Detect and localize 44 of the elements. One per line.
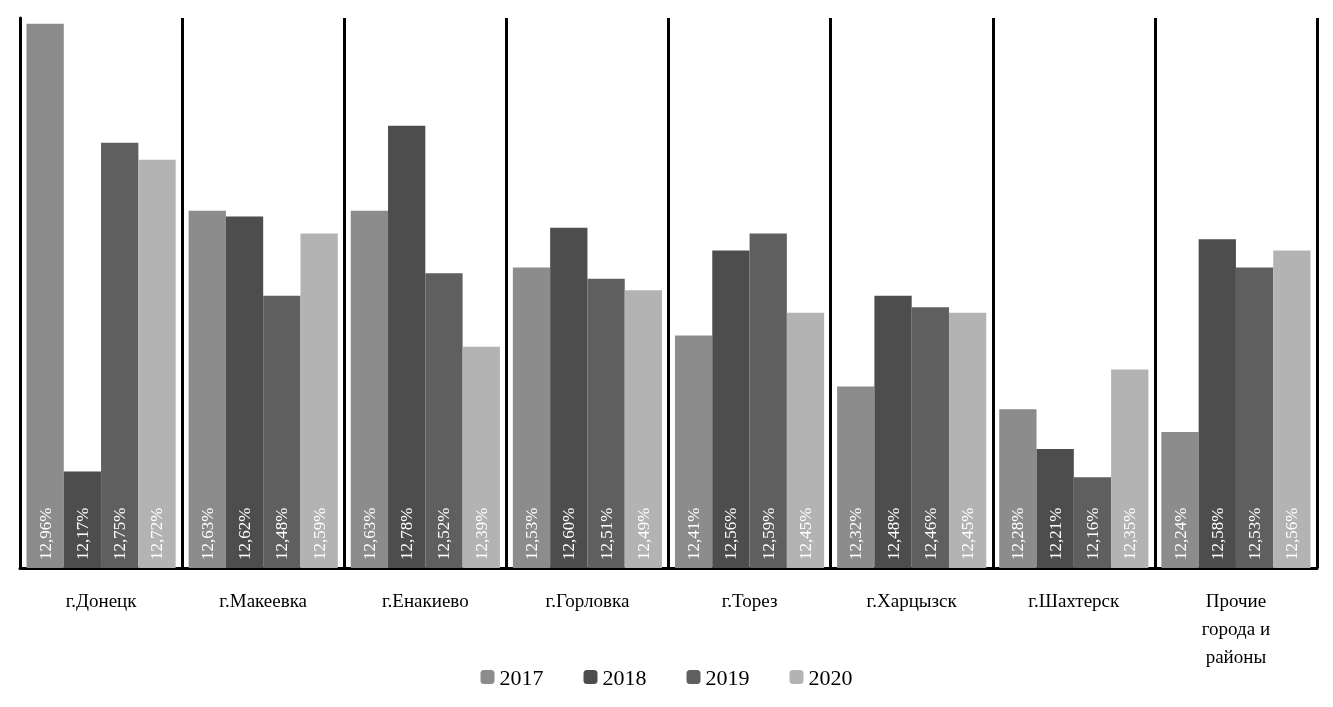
data-label: 12,46% [920, 507, 940, 560]
x-tick-label: г.Шахтерск [1028, 589, 1121, 611]
data-label: 12,21% [1045, 507, 1065, 560]
x-tick-label: г.Донецк [65, 589, 138, 611]
data-label: 12,45% [958, 507, 978, 560]
data-label: 12,56% [721, 507, 741, 560]
legend-label: 2018 [602, 664, 647, 690]
data-label: 12,59% [309, 507, 329, 560]
data-label: 12,24% [1170, 507, 1190, 560]
x-tick-label: г.Енакиево [381, 589, 469, 611]
data-label: 12,63% [359, 507, 379, 560]
data-label: 12,53% [522, 507, 541, 560]
data-label: 12,16% [1082, 507, 1102, 560]
x-tick-label: г.Торез [721, 589, 778, 611]
data-label: 12,41% [684, 507, 704, 560]
data-label: 12,75% [110, 507, 130, 560]
data-label: 12,45% [796, 507, 815, 560]
data-label: 12,56% [1282, 507, 1302, 560]
data-label: 12,58% [1207, 507, 1227, 560]
data-label: 12,49% [633, 507, 653, 560]
data-label: 12,48% [272, 507, 292, 560]
legend-label: 2019 [705, 664, 750, 690]
data-label: 12,59% [758, 507, 778, 560]
data-label: 12,72% [147, 507, 167, 560]
data-label: 12,96% [35, 507, 55, 560]
data-label: 12,39% [471, 507, 491, 560]
data-label: 12,60% [559, 507, 579, 560]
data-label: 12,17% [72, 507, 92, 560]
data-label: 12,63% [197, 507, 217, 560]
legend-label: 2020 [808, 664, 853, 690]
data-label: 12,62% [235, 507, 255, 560]
data-label: 12,32% [846, 507, 866, 560]
data-label: 12,51% [596, 507, 616, 560]
data-label: 12,28% [1008, 507, 1028, 560]
x-tick-label: г.Горловка [545, 589, 630, 611]
data-label: 12,53% [1245, 507, 1265, 560]
data-label: 12,78% [397, 507, 417, 560]
x-tick-label: Прочие города и районы [1201, 589, 1271, 667]
x-tick-label: г.Макеевка [219, 589, 308, 611]
data-label: 12,48% [883, 507, 903, 560]
x-tick-label: г.Харцызск [866, 589, 958, 611]
legend-label: 2017 [499, 664, 544, 690]
data-label: 12,52% [434, 507, 454, 560]
data-label: 12,35% [1120, 507, 1140, 560]
